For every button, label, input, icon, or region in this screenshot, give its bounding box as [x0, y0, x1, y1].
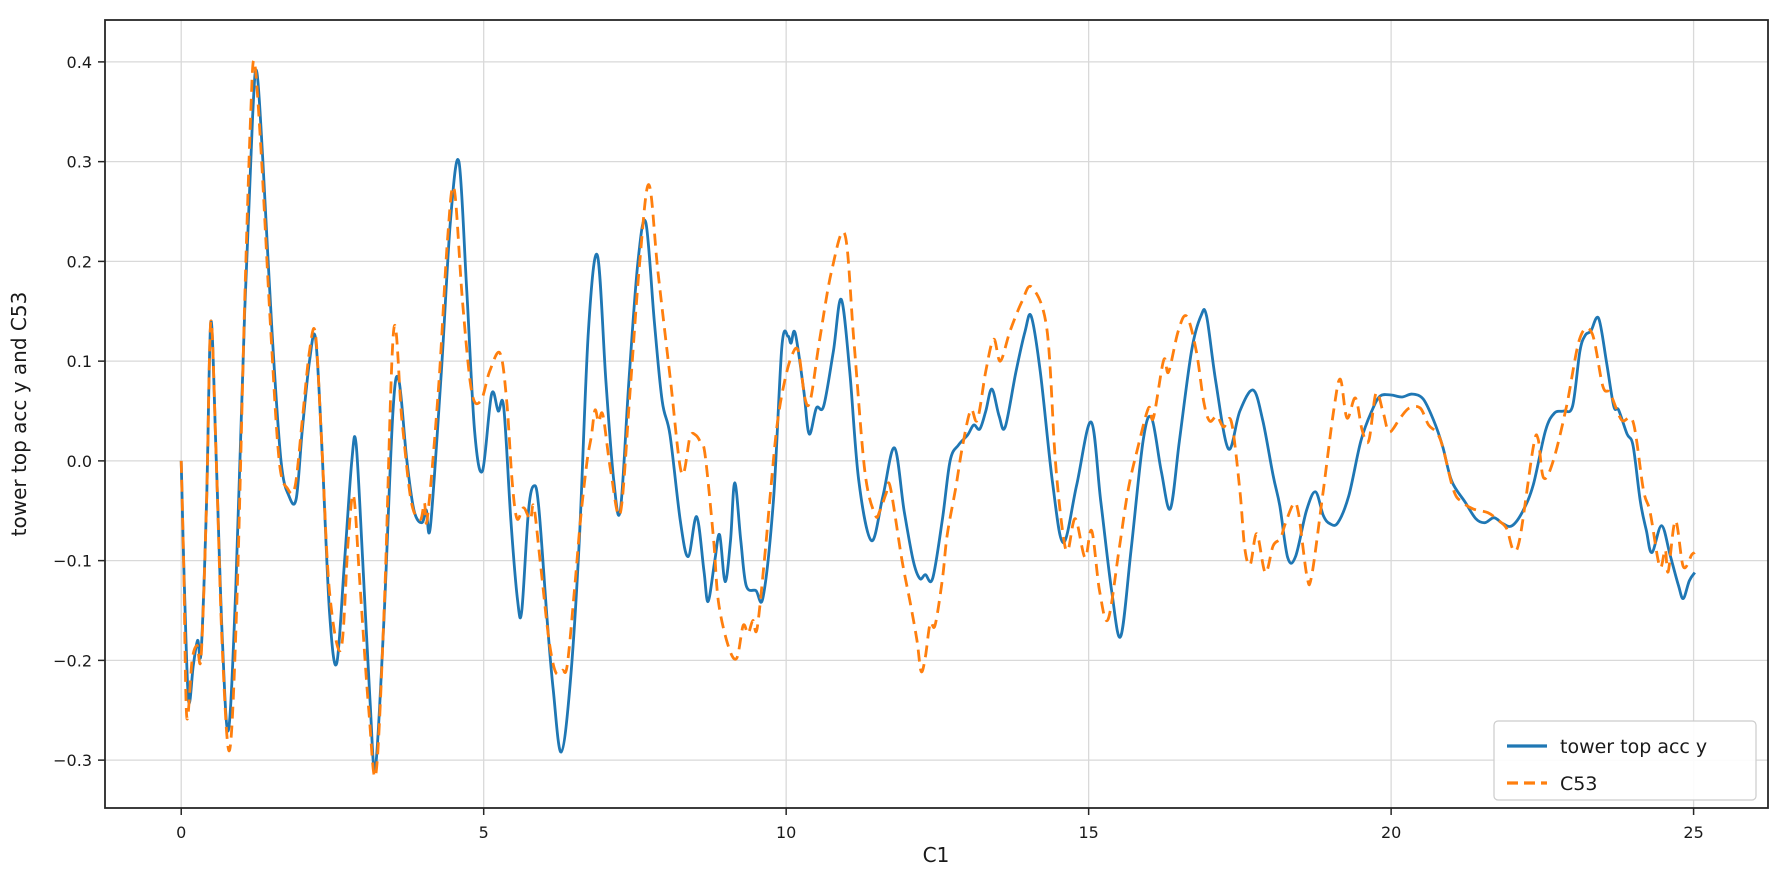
- y-tick-label: 0.2: [67, 252, 92, 271]
- y-tick-label: −0.3: [53, 751, 92, 770]
- x-tick-label: 20: [1381, 823, 1401, 842]
- x-tick-label: 15: [1078, 823, 1098, 842]
- plot-area-border: [104, 19, 1769, 809]
- y-tick-label: 0.0: [67, 452, 92, 471]
- y-tick-label: 0.4: [67, 53, 92, 72]
- x-tick-label: 5: [479, 823, 489, 842]
- series-c53: [179, 59, 1696, 779]
- y-tick-label: −0.1: [53, 552, 92, 571]
- series-layer: [179, 59, 1696, 779]
- x-tick-label: 0: [176, 823, 186, 842]
- y-tick-label: 0.1: [67, 352, 92, 371]
- legend-box: [1493, 720, 1757, 801]
- legend-item-label: tower top acc y: [1560, 736, 1707, 758]
- y-tick-label: −0.2: [53, 651, 92, 670]
- x-axis-label: C1: [923, 843, 950, 867]
- x-tick-label: 10: [776, 823, 796, 842]
- series-tower-top-acc-y: [179, 68, 1696, 772]
- x-tick-label: 25: [1683, 823, 1703, 842]
- legend: tower top acc y C53: [1493, 720, 1757, 801]
- y-axis-label: tower top acc y and C53: [7, 292, 31, 537]
- y-tick-label: 0.3: [67, 153, 92, 172]
- legend-item-label: C53: [1560, 773, 1597, 795]
- axes-layer: [104, 19, 1769, 809]
- grid: [105, 20, 1768, 808]
- tick-layer: 0 5 10 15 20 25 −0.3 −0.2 −0.1 0.0 0.1 0.2 0.3 0.4: [53, 53, 1704, 842]
